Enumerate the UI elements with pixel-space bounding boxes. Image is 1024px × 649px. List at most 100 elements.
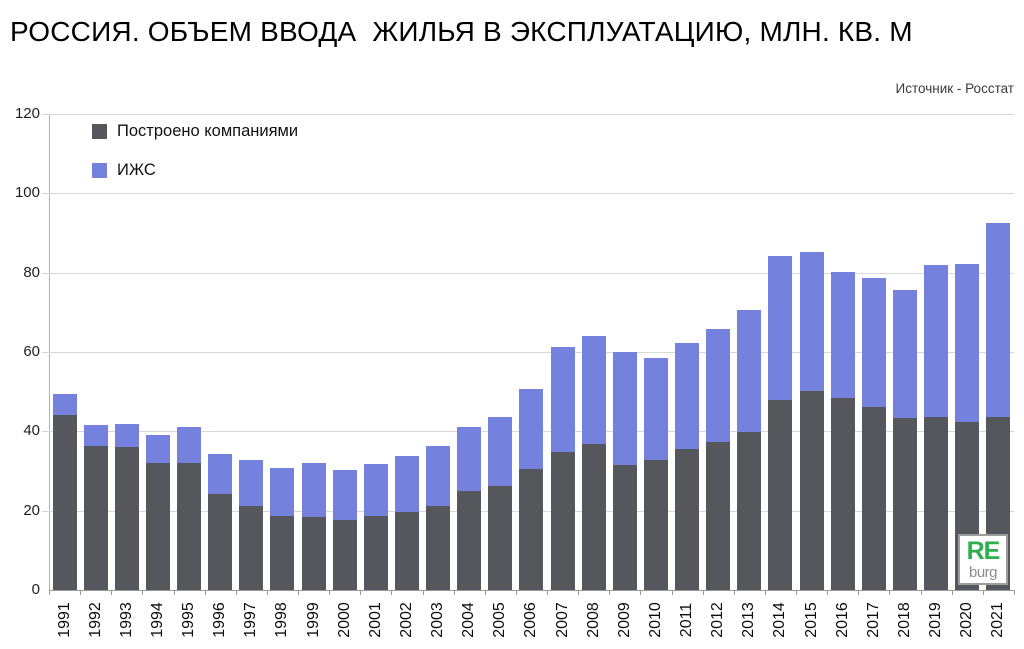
bar-companies-2001 (363, 516, 388, 590)
x-label-slot-2015: 2015 (796, 594, 827, 646)
x-label-slot-1993: 1993 (111, 594, 142, 646)
page-title: РОССИЯ. ОБЪЕМ ВВОДА ЖИЛЬЯ В ЭКСПЛУАТАЦИЮ… (10, 16, 913, 47)
x-tick-label-1991: 1991 (55, 602, 73, 638)
bar-izhs-2019 (924, 264, 949, 418)
bar-izhs-2021 (986, 222, 1011, 418)
x-tick-label-2020: 2020 (958, 602, 976, 638)
x-tick-label-2015: 2015 (802, 602, 820, 638)
x-axis-line (49, 590, 1014, 591)
bar-izhs-1998 (270, 468, 295, 517)
bar-companies-2006 (519, 468, 544, 590)
bar-companies-2004 (457, 491, 482, 590)
bar-group-2005 (485, 114, 516, 590)
logo-text-re: RE (966, 537, 1001, 565)
bar-izhs-2002 (394, 455, 419, 513)
bar-companies-2010 (643, 459, 668, 590)
x-axis-tick-13 (453, 590, 455, 595)
bar-companies-2018 (892, 418, 917, 590)
y-tick-label-100: 100 (14, 184, 40, 202)
x-axis-tick-0 (49, 590, 50, 595)
bar-group-1995 (174, 114, 205, 590)
x-label-slot-2006: 2006 (516, 594, 547, 646)
bar-izhs-1995 (177, 427, 202, 464)
bar-companies-2017 (861, 406, 886, 590)
x-axis-tick-22 (733, 590, 735, 595)
x-label-slot-2016: 2016 (827, 594, 858, 646)
x-axis-tick-6 (235, 590, 237, 595)
bar-izhs-2009 (612, 352, 637, 466)
bar-group-1994 (142, 114, 173, 590)
bar-izhs-2013 (737, 310, 762, 433)
x-axis-tick-28 (920, 590, 922, 595)
x-label-slot-2020: 2020 (952, 594, 983, 646)
bar-izhs-2001 (363, 464, 388, 517)
bar-group-2006 (516, 114, 547, 590)
bar-companies-2014 (768, 399, 793, 590)
x-axis-tick-17 (578, 590, 580, 595)
x-label-slot-2021: 2021 (983, 594, 1014, 646)
bar-izhs-2014 (768, 256, 793, 400)
y-tick-label-120: 120 (14, 105, 40, 122)
bar-izhs-2016 (830, 271, 855, 399)
bar-group-2008 (578, 114, 609, 590)
x-axis-tick-24 (796, 590, 798, 595)
bar-companies-2008 (581, 444, 606, 590)
x-axis-ticks (49, 590, 1015, 595)
bar-group-2017 (858, 114, 889, 590)
x-tick-label-1999: 1999 (304, 602, 322, 638)
bar-companies-1998 (270, 516, 295, 590)
bar-companies-2016 (830, 398, 855, 590)
bar-izhs-2011 (675, 342, 700, 450)
y-tick-label-0: 0 (31, 581, 40, 598)
x-label-slot-2018: 2018 (889, 594, 920, 646)
bar-companies-2005 (488, 486, 513, 590)
x-tick-label-2003: 2003 (429, 602, 447, 638)
x-tick-label-2013: 2013 (740, 602, 758, 638)
bar-group-1998 (267, 114, 298, 590)
bar-izhs-2007 (550, 347, 575, 452)
legend-item-companies: Построено компаниями (92, 122, 298, 141)
bar-izhs-1997 (239, 460, 264, 506)
x-label-slot-2010: 2010 (640, 594, 671, 646)
x-label-slot-2014: 2014 (765, 594, 796, 646)
y-tick-label-60: 60 (23, 343, 40, 360)
legend-swatch-companies (92, 124, 107, 139)
x-axis-tick-31 (1014, 590, 1015, 595)
bar-group-2021 (983, 114, 1014, 590)
x-tick-label-2009: 2009 (615, 602, 633, 638)
x-label-slot-2001: 2001 (360, 594, 391, 646)
chart-legend: Построено компаниями ИЖС (92, 122, 298, 200)
bar-izhs-2018 (892, 289, 917, 419)
x-axis-tick-1 (80, 590, 82, 595)
bar-companies-2009 (612, 465, 637, 590)
bar-companies-2000 (332, 519, 357, 590)
x-label-slot-1992: 1992 (80, 594, 111, 646)
bar-izhs-1991 (52, 394, 77, 416)
bar-izhs-2000 (332, 469, 357, 520)
x-tick-label-2006: 2006 (522, 602, 540, 638)
bar-group-2014 (765, 114, 796, 590)
bar-companies-2007 (550, 451, 575, 590)
x-label-slot-2008: 2008 (578, 594, 609, 646)
bar-companies-2002 (394, 512, 419, 590)
bar-companies-1997 (239, 505, 264, 590)
x-label-slot-1994: 1994 (142, 594, 173, 646)
bar-group-2000 (329, 114, 360, 590)
x-tick-label-2016: 2016 (833, 602, 851, 638)
x-label-slot-1996: 1996 (205, 594, 236, 646)
logo-text-burg: burg (968, 564, 998, 581)
x-axis-tick-23 (764, 590, 766, 595)
x-label-slot-1998: 1998 (267, 594, 298, 646)
x-label-slot-2017: 2017 (858, 594, 889, 646)
bar-izhs-2006 (519, 389, 544, 469)
gridline-100 (42, 193, 1014, 195)
bar-companies-2019 (924, 417, 949, 590)
x-label-slot-2009: 2009 (609, 594, 640, 646)
gridline-60 (42, 352, 1014, 353)
x-axis-tick-12 (422, 590, 424, 595)
gridline-80 (42, 272, 1014, 274)
y-tick-label-40: 40 (23, 422, 40, 440)
bar-group-1999 (298, 114, 329, 590)
bar-companies-2012 (706, 442, 731, 590)
x-label-slot-2012: 2012 (703, 594, 734, 646)
